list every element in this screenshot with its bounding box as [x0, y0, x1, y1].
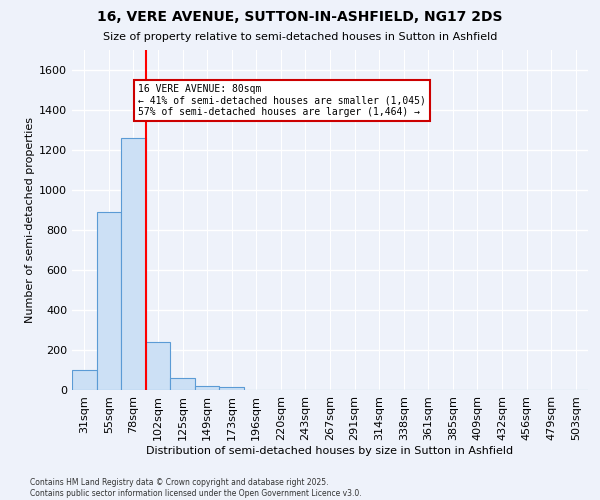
X-axis label: Distribution of semi-detached houses by size in Sutton in Ashfield: Distribution of semi-detached houses by … [146, 446, 514, 456]
Bar [72, 370, 97, 390]
Text: Contains HM Land Registry data © Crown copyright and database right 2025.
Contai: Contains HM Land Registry data © Crown c… [30, 478, 362, 498]
Bar [220, 387, 244, 390]
Text: 16 VERE AVENUE: 80sqm
← 41% of semi-detached houses are smaller (1,045)
57% of s: 16 VERE AVENUE: 80sqm ← 41% of semi-deta… [139, 84, 426, 117]
Bar [121, 138, 146, 390]
Text: Size of property relative to semi-detached houses in Sutton in Ashfield: Size of property relative to semi-detach… [103, 32, 497, 42]
Bar [170, 378, 195, 390]
Text: 16, VERE AVENUE, SUTTON-IN-ASHFIELD, NG17 2DS: 16, VERE AVENUE, SUTTON-IN-ASHFIELD, NG1… [97, 10, 503, 24]
Bar [146, 342, 170, 390]
Bar [195, 386, 220, 390]
Bar [97, 212, 121, 390]
Y-axis label: Number of semi-detached properties: Number of semi-detached properties [25, 117, 35, 323]
